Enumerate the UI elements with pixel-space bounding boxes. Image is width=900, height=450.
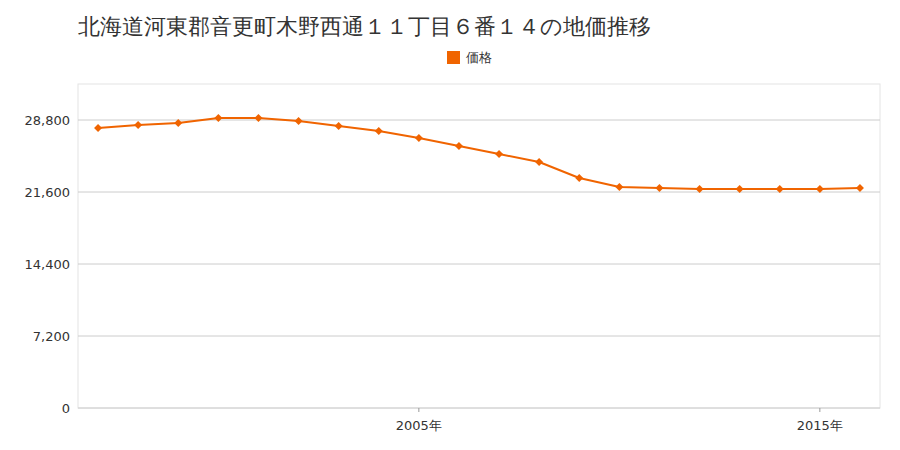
y-tick-label: 7,200	[33, 329, 70, 344]
x-axis: 2005年 2015年	[396, 408, 843, 433]
marker	[214, 114, 222, 122]
marker	[295, 117, 303, 125]
plot-frame	[78, 84, 880, 408]
x-tick	[819, 408, 820, 412]
grid-line	[78, 264, 880, 265]
x-tick-label: 2005年	[396, 418, 442, 433]
plot-area	[94, 114, 864, 193]
x-tick-label: 2015年	[797, 418, 843, 433]
marker	[134, 121, 142, 129]
x-tick	[418, 408, 419, 412]
marker	[495, 150, 503, 158]
title: 北海道河東郡音更町木野西通１１丁目６番１４の地価推移	[78, 14, 651, 39]
grid-line	[78, 336, 880, 337]
marker	[776, 185, 784, 193]
chart: 北海道河東郡音更町木野西通１１丁目６番１４の地価推移 0 7,200 14,400 21…	[0, 0, 900, 450]
marker	[335, 122, 343, 130]
y-axis: 0 7,200 14,400 21,600 28,800	[25, 113, 881, 416]
y-tick-label: 14,400	[25, 257, 71, 272]
marker	[174, 119, 182, 127]
marker	[615, 183, 623, 191]
marker	[455, 142, 463, 150]
grid-line	[78, 408, 880, 409]
marker	[736, 185, 744, 193]
y-tick-label: 0	[62, 401, 70, 416]
legend: 価格	[447, 50, 492, 65]
legend-label: 価格	[466, 50, 492, 65]
marker	[94, 124, 102, 132]
marker	[696, 185, 704, 193]
marker	[655, 184, 663, 192]
y-tick-label: 28,800	[25, 113, 71, 128]
marker	[375, 127, 383, 135]
marker	[535, 158, 543, 166]
line	[98, 118, 860, 189]
marker	[575, 174, 583, 182]
marker	[415, 134, 423, 142]
marker	[254, 114, 262, 122]
grid-line	[78, 192, 880, 193]
y-tick-label: 21,600	[25, 185, 71, 200]
legend-swatch	[447, 51, 460, 64]
marker	[816, 185, 824, 193]
marker	[856, 184, 864, 192]
